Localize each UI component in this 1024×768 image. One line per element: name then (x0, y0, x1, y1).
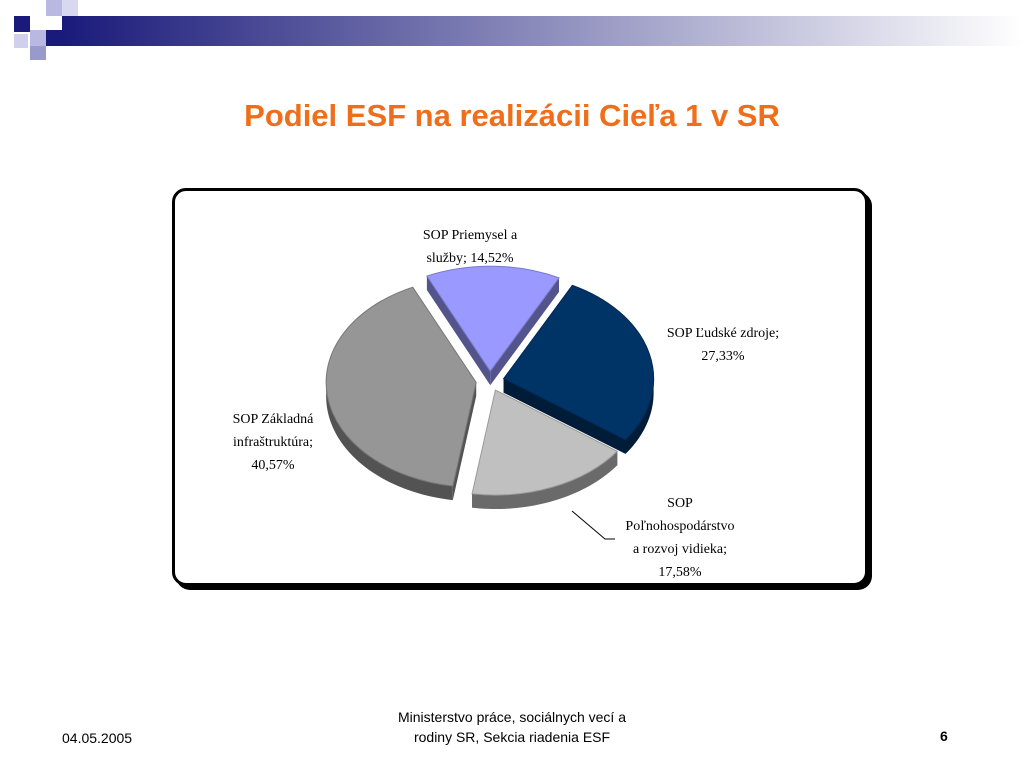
corner-decoration (14, 0, 1024, 60)
slice-label-line: SOP Ľudské zdroje; (667, 326, 779, 341)
slice-label: SOP Poľnohospodárstvo a rozvoj vidieka; 17,… (625, 496, 734, 580)
pie-slice-wall (452, 382, 477, 501)
slice-label-line: infraštruktúra; (233, 435, 313, 450)
chart-frame: SOP Priemysel a služby; 14,52% SOP Ľudské … (172, 188, 868, 586)
leader-line (571, 510, 615, 540)
pie-slice (426, 265, 560, 373)
slice-label: SOP Základná infraštruktúra; 40,57% (233, 412, 315, 473)
footer-date: 04.05.2005 (62, 730, 133, 746)
deco-square (46, 0, 62, 16)
pie-slice (325, 286, 477, 487)
pie-slice-wall (426, 276, 491, 386)
slice-label-line: 17,58% (658, 565, 702, 580)
pie-slice-wall (503, 378, 626, 454)
slide-title: Podiel ESF na realizácii Cieľa 1 v SR (244, 98, 780, 133)
slice-label-line: služby; 14,52% (426, 251, 513, 266)
pie-slice (502, 284, 655, 441)
slice-label-line: 27,33% (701, 349, 745, 364)
slice-label: SOP Priemysel a služby; 14,52% (423, 228, 518, 266)
pie-slice-side (625, 378, 654, 454)
pie-slice-wall (490, 277, 560, 386)
deco-square (30, 30, 46, 46)
slice-label-line: SOP Priemysel a (423, 228, 518, 243)
slice-label-line: SOP Základná (233, 412, 315, 427)
pie-slice (471, 389, 619, 496)
slice-label-line: Poľnohospodárstvo (625, 519, 734, 534)
deco-square (62, 0, 78, 16)
deco-square (30, 46, 46, 60)
deco-square (14, 34, 28, 48)
pie-slice-side (472, 451, 618, 510)
slice-label-line: a rozvoj vidieka; (633, 542, 727, 557)
slice-label-line: 40,57% (251, 458, 295, 473)
deco-square (14, 16, 30, 32)
deco-square (46, 30, 62, 46)
header-gradient-band (62, 16, 1024, 46)
page-number: 6 (940, 728, 948, 744)
slice-label: SOP Ľudské zdroje; 27,33% (667, 326, 779, 364)
slice-label-line: SOP (667, 496, 693, 511)
pie-chart: SOP Priemysel a služby; 14,52% SOP Ľudské … (233, 228, 780, 580)
footer-organization: Ministerstvo práce, sociálnych vecí a ro… (398, 709, 626, 745)
